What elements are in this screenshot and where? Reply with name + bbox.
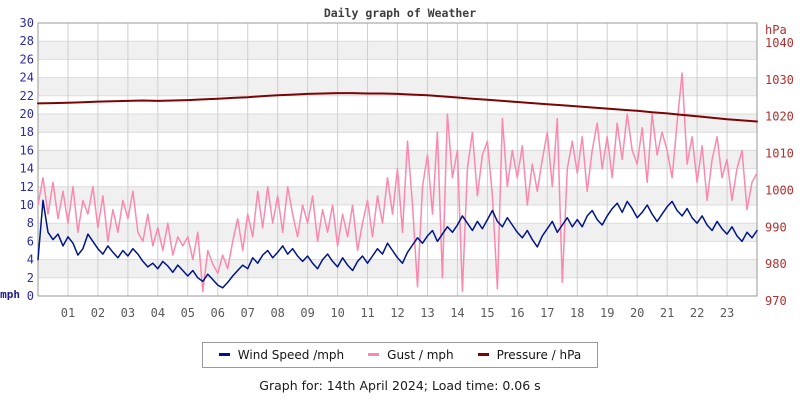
weather-chart: Daily graph of Weather 30282624222018161…: [0, 6, 794, 320]
x-axis-tick: 22: [690, 306, 704, 320]
left-axis-tick: 12: [20, 180, 34, 194]
right-axis-tick: 1020: [765, 110, 794, 124]
x-axis-tick: 16: [510, 306, 524, 320]
series-gust-mph: [37, 72, 758, 293]
x-axis-tick: 18: [570, 306, 584, 320]
x-axis-tick: 04: [151, 306, 165, 320]
right-axis-tick: 990: [765, 220, 787, 234]
x-axis-tick: 06: [211, 306, 225, 320]
left-axis-tick: 20: [20, 107, 34, 121]
left-axis-tick: 30: [20, 16, 34, 30]
x-axis-tick: 13: [420, 306, 434, 320]
chart-title: Daily graph of Weather: [324, 6, 476, 20]
legend-label-wind-speed: Wind Speed /mph: [237, 347, 345, 362]
x-axis-tick: 15: [480, 306, 494, 320]
legend-box: Wind Speed /mph Gust / mph Pressure / hP…: [201, 341, 599, 368]
left-axis-tick: 2: [27, 271, 34, 285]
x-axis-tick: 03: [121, 306, 135, 320]
right-axis-tick: 1030: [765, 73, 794, 87]
left-axis-tick: 28: [20, 34, 34, 48]
legend: Wind Speed /mph Gust / mph Pressure / hP…: [0, 341, 800, 368]
x-axis-tick: 21: [660, 306, 674, 320]
x-axis-tick: 20: [630, 306, 644, 320]
x-axis-tick: 08: [270, 306, 284, 320]
left-axis-tick: 4: [27, 253, 34, 267]
x-axis-tick: 11: [360, 306, 374, 320]
x-axis-tick: 01: [61, 306, 75, 320]
left-axis-tick: 26: [20, 52, 34, 66]
left-axis-tick: 6: [27, 234, 34, 248]
x-axis-tick: 10: [330, 306, 344, 320]
x-axis-tick: 14: [450, 306, 464, 320]
left-axis-tick: 8: [27, 216, 34, 230]
left-axis-tick: 24: [20, 71, 34, 85]
legend-label-gust: Gust / mph: [387, 347, 454, 362]
series-wind-speed-mph: [37, 199, 758, 289]
right-axis-tick: 1010: [765, 147, 794, 161]
x-axis-tick: 05: [181, 306, 195, 320]
x-axis-tick: 12: [390, 306, 404, 320]
left-axis-tick: 0: [27, 289, 34, 303]
left-axis-tick: 22: [20, 89, 34, 103]
x-axis-tick: 07: [240, 306, 254, 320]
left-axis-tick: 18: [20, 125, 34, 139]
right-axis-unit: hPa: [765, 23, 787, 37]
wind-speed-swatch-icon: [218, 353, 230, 356]
left-axis-unit: mph: [0, 288, 20, 301]
plot-border: [37, 22, 758, 297]
x-axis-tick: 23: [720, 306, 734, 320]
pressure-swatch-icon: [477, 353, 489, 356]
gust-swatch-icon: [368, 353, 380, 356]
right-axis-tick: 1000: [765, 183, 794, 197]
x-axis-tick: 09: [300, 306, 314, 320]
left-axis-tick: 10: [20, 198, 34, 212]
left-axis-tick: 16: [20, 143, 34, 157]
x-axis-tick: 19: [600, 306, 614, 320]
legend-item-gust: Gust / mph: [368, 347, 454, 362]
x-axis-tick: 17: [540, 306, 554, 320]
left-axis-tick: 14: [20, 162, 34, 176]
series-pressure-hpa: [37, 92, 758, 123]
footer-status: Graph for: 14th April 2024; Load time: 0…: [259, 378, 541, 393]
right-axis-tick: 980: [765, 257, 787, 271]
legend-item-wind-speed: Wind Speed /mph: [218, 347, 345, 362]
x-axis-tick: 02: [91, 306, 105, 320]
legend-label-pressure: Pressure / hPa: [496, 347, 582, 362]
right-axis-tick: 1040: [765, 36, 794, 50]
legend-item-pressure: Pressure / hPa: [477, 347, 582, 362]
right-axis-tick: 970: [765, 294, 787, 308]
